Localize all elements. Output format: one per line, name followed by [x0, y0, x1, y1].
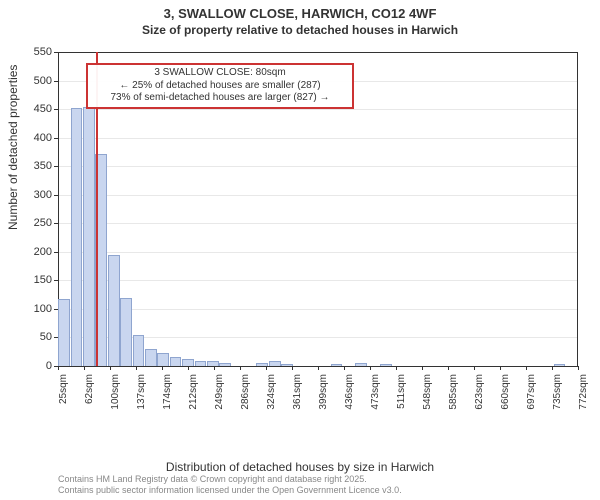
x-tick-label: 697sqm: [526, 374, 537, 424]
y-tick-label: 550: [12, 46, 52, 58]
x-tick-mark: [318, 366, 319, 370]
histogram-bar: [195, 361, 207, 366]
x-tick-mark: [526, 366, 527, 370]
x-tick-label: 511sqm: [396, 374, 407, 424]
histogram-bar: [58, 299, 70, 366]
histogram-bar: [554, 364, 566, 366]
x-tick-label: 548sqm: [422, 374, 433, 424]
x-tick-mark: [422, 366, 423, 370]
gridline: [58, 195, 578, 196]
x-tick-mark: [552, 366, 553, 370]
x-tick-label: 62sqm: [84, 374, 95, 424]
y-tick-label: 50: [12, 331, 52, 343]
x-tick-mark: [396, 366, 397, 370]
x-tick-label: 585sqm: [448, 374, 459, 424]
x-tick-label: 361sqm: [292, 374, 303, 424]
x-tick-mark: [370, 366, 371, 370]
x-tick-label: 735sqm: [552, 374, 563, 424]
x-tick-label: 324sqm: [266, 374, 277, 424]
histogram-bar: [108, 255, 120, 366]
histogram-bar: [269, 361, 281, 366]
histogram-bar: [157, 353, 169, 366]
x-tick-mark: [240, 366, 241, 370]
x-tick-mark: [344, 366, 345, 370]
footer-attribution: Contains HM Land Registry data © Crown c…: [58, 474, 402, 496]
x-tick-label: 399sqm: [318, 374, 329, 424]
x-tick-label: 249sqm: [214, 374, 225, 424]
x-tick-label: 623sqm: [474, 374, 485, 424]
x-tick-mark: [578, 366, 579, 370]
x-tick-mark: [136, 366, 137, 370]
x-tick-mark: [162, 366, 163, 370]
info-box-line: ← 25% of detached houses are smaller (28…: [94, 80, 346, 93]
x-tick-label: 660sqm: [500, 374, 511, 424]
x-tick-label: 137sqm: [136, 374, 147, 424]
x-tick-label: 772sqm: [578, 374, 589, 424]
y-tick-label: 400: [12, 132, 52, 144]
histogram-bar: [83, 107, 95, 366]
x-tick-label: 436sqm: [344, 374, 355, 424]
x-tick-label: 100sqm: [110, 374, 121, 424]
histogram-bar: [145, 349, 157, 366]
histogram-bar: [71, 108, 83, 366]
gridline: [58, 138, 578, 139]
gridline: [58, 166, 578, 167]
x-tick-mark: [214, 366, 215, 370]
y-tick-label: 500: [12, 75, 52, 87]
histogram-bar: [170, 357, 182, 366]
axis-right: [577, 52, 578, 366]
x-tick-label: 25sqm: [58, 374, 69, 424]
x-tick-mark: [292, 366, 293, 370]
y-tick-label: 350: [12, 160, 52, 172]
y-tick-label: 300: [12, 189, 52, 201]
x-tick-mark: [58, 366, 59, 370]
axis-top: [58, 52, 578, 53]
histogram-bar: [120, 298, 132, 367]
plot-area: 05010015020025030035040045050055025sqm62…: [58, 46, 578, 426]
chart-title-block: 3, SWALLOW CLOSE, HARWICH, CO12 4WF Size…: [0, 0, 600, 37]
x-axis-label: Distribution of detached houses by size …: [0, 460, 600, 474]
gridline: [58, 109, 578, 110]
y-axis-label: Number of detached properties: [6, 65, 20, 230]
histogram-bar: [219, 363, 231, 366]
chart-area: 05010015020025030035040045050055025sqm62…: [58, 46, 578, 426]
x-tick-mark: [500, 366, 501, 370]
x-tick-mark: [188, 366, 189, 370]
y-tick-label: 200: [12, 246, 52, 258]
y-tick-label: 100: [12, 303, 52, 315]
y-tick-label: 150: [12, 274, 52, 286]
y-tick-label: 250: [12, 217, 52, 229]
x-tick-mark: [474, 366, 475, 370]
x-tick-label: 174sqm: [162, 374, 173, 424]
footer-line-2: Contains public sector information licen…: [58, 485, 402, 496]
histogram-bar: [355, 363, 367, 366]
info-box: 3 SWALLOW CLOSE: 80sqm← 25% of detached …: [86, 63, 354, 109]
x-tick-mark: [84, 366, 85, 370]
x-tick-mark: [448, 366, 449, 370]
info-box-line: 73% of semi-detached houses are larger (…: [94, 92, 346, 105]
gridline: [58, 223, 578, 224]
x-tick-mark: [266, 366, 267, 370]
y-tick-label: 450: [12, 103, 52, 115]
info-box-line: 3 SWALLOW CLOSE: 80sqm: [94, 67, 346, 80]
gridline: [58, 252, 578, 253]
histogram-bar: [207, 361, 219, 366]
gridline: [58, 280, 578, 281]
x-tick-mark: [110, 366, 111, 370]
y-tick-label: 0: [12, 360, 52, 372]
histogram-bar: [182, 359, 194, 366]
x-tick-label: 473sqm: [370, 374, 381, 424]
x-tick-label: 286sqm: [240, 374, 251, 424]
gridline: [58, 309, 578, 310]
title-main: 3, SWALLOW CLOSE, HARWICH, CO12 4WF: [0, 6, 600, 21]
footer-line-1: Contains HM Land Registry data © Crown c…: [58, 474, 402, 485]
x-tick-label: 212sqm: [188, 374, 199, 424]
histogram-bar: [380, 364, 392, 366]
histogram-bar: [331, 364, 343, 366]
histogram-bar: [133, 335, 145, 366]
title-sub: Size of property relative to detached ho…: [0, 23, 600, 37]
